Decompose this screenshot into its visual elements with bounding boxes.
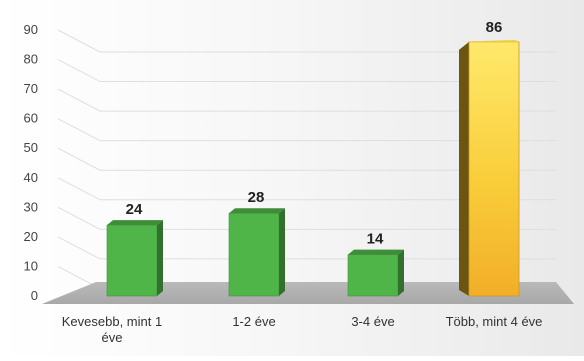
data-label: 86 [486,19,503,36]
x-category-label: 3-4 éve [351,314,394,329]
bar-top-face [348,249,404,255]
data-label: 28 [248,189,265,206]
x-category-label: Több, mint 4 éve [446,314,543,329]
bar-side-face [279,208,285,296]
bar-front-face [106,224,158,297]
bar-side-face [459,41,469,297]
y-tick-label: 80 [24,52,38,67]
bar-1 [228,208,285,297]
y-tick-label: 60 [24,111,38,126]
chart-floor [42,282,574,304]
y-tick-label: 10 [24,258,38,273]
gridline [57,88,556,112]
bar-2 [347,249,404,297]
gridline [57,177,556,201]
bar-front-face [468,41,520,297]
y-tick-label: 40 [24,170,38,185]
x-category-label: éve [102,330,123,345]
data-label: 24 [126,201,143,218]
y-tick-label: 50 [24,140,38,155]
data-labels: 24 28 14 86 [126,19,503,248]
y-axis-ticks: 0 10 20 30 40 50 60 70 80 90 [24,22,38,303]
gridline [57,147,556,171]
gridline [57,206,556,230]
bars [106,39,520,297]
y-tick-label: 70 [24,81,38,96]
y-tick-label: 20 [24,229,38,244]
data-label: 14 [367,231,384,248]
x-category-label: Kevesebb, mint 1 [62,314,162,329]
gridline [57,118,556,142]
bar-top-face [107,220,163,226]
bar-front-face [347,254,399,297]
bar-front-face [228,212,280,297]
y-tick-label: 0 [31,288,38,303]
bar-0 [106,220,163,297]
gridline [57,59,556,83]
floor-plane [42,282,574,304]
grid-lines [57,29,556,289]
bar-3 [459,39,520,297]
bar-top-face [229,208,285,214]
x-category-label: 1-2 éve [232,314,275,329]
bar-side-face [157,220,163,296]
bar-top-face [461,39,519,42]
gridline [57,29,556,53]
bar-side-face [398,249,404,296]
y-tick-label: 30 [24,199,38,214]
y-tick-label: 90 [24,22,38,37]
